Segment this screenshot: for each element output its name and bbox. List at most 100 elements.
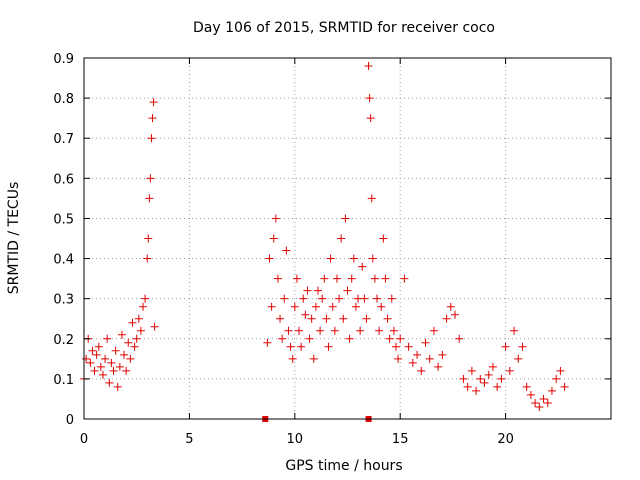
- x-tick-label: 20: [497, 432, 514, 447]
- axis-ticks: 0 5 10 15 20 0 0.1 0.2 0.3 0.4 0.5 0.6 0.7 0.8 0.9: [53, 52, 611, 447]
- data-point: [339, 314, 348, 323]
- data-point: [434, 362, 443, 371]
- data-point: [364, 62, 373, 71]
- data-point: [358, 262, 367, 271]
- chart-title: Day 106 of 2015, SRMTID for receiver coc…: [193, 20, 495, 36]
- data-point: [370, 274, 379, 283]
- y-tick-label: 0.2: [53, 333, 74, 348]
- y-tick-label: 0.5: [53, 212, 74, 227]
- data-point: [297, 342, 306, 351]
- data-point: [96, 362, 105, 371]
- data-marks: [80, 62, 569, 422]
- data-point: [128, 318, 137, 327]
- data-point: [556, 366, 565, 375]
- data-point: [446, 302, 455, 311]
- data-point: [292, 274, 301, 283]
- data-point: [493, 382, 502, 391]
- data-point: [263, 338, 272, 347]
- data-point: [413, 350, 422, 359]
- data-point: [265, 254, 274, 263]
- data-point: [282, 246, 291, 255]
- data-point: [124, 338, 133, 347]
- data-point: [107, 358, 116, 367]
- data-point: [313, 286, 322, 295]
- y-tick-label: 0.6: [53, 172, 74, 187]
- data-point: [368, 254, 377, 263]
- data-point: [404, 342, 413, 351]
- data-point: [139, 302, 148, 311]
- x-tick-label: 0: [80, 432, 88, 447]
- data-point: [299, 294, 308, 303]
- data-point: [396, 334, 405, 343]
- data-point: [535, 402, 544, 411]
- data-point: [307, 314, 316, 323]
- data-point: [385, 334, 394, 343]
- data-point: [463, 382, 472, 391]
- y-tick-label: 0.1: [53, 373, 74, 388]
- data-point: [303, 286, 312, 295]
- data-point: [290, 302, 299, 311]
- data-point: [341, 214, 350, 223]
- data-point: [328, 302, 337, 311]
- data-point: [362, 314, 371, 323]
- data-point: [408, 358, 417, 367]
- x-tick-label: 10: [287, 432, 304, 447]
- data-point: [105, 378, 114, 387]
- plot-frame: [83, 57, 612, 420]
- data-point: [389, 326, 398, 335]
- data-point: [425, 354, 434, 363]
- data-point: [150, 322, 159, 331]
- data-point: [379, 234, 388, 243]
- data-point: [367, 194, 376, 203]
- data-point: [539, 394, 548, 403]
- data-point: [288, 354, 297, 363]
- x-tick-label: 15: [392, 432, 409, 447]
- data-point: [518, 342, 527, 351]
- data-point: [373, 294, 382, 303]
- y-tick-label: 0.4: [53, 253, 74, 268]
- data-point: [366, 114, 375, 123]
- data-point: [451, 310, 460, 319]
- data-point: [276, 314, 285, 323]
- data-point: [347, 274, 356, 283]
- data-point: [365, 94, 374, 103]
- data-point: [136, 326, 145, 335]
- data-point: [326, 254, 335, 263]
- y-tick-label: 0.7: [53, 132, 74, 147]
- data-point: [301, 310, 310, 319]
- data-point: [394, 354, 403, 363]
- data-point: [295, 326, 304, 335]
- data-point: [103, 334, 112, 343]
- data-point: [442, 314, 451, 323]
- data-point: [356, 326, 365, 335]
- data-point: [335, 294, 344, 303]
- data-point: [438, 350, 447, 359]
- data-point: [117, 330, 126, 339]
- data-point: [145, 194, 154, 203]
- data-point: [267, 302, 276, 311]
- data-point: [122, 366, 131, 375]
- data-point: [109, 366, 118, 375]
- y-tick-label: 0.8: [53, 92, 74, 107]
- data-point: [126, 354, 135, 363]
- data-point: [421, 338, 430, 347]
- data-point: [98, 370, 107, 379]
- data-point: [148, 114, 157, 123]
- data-point: [141, 294, 150, 303]
- y-tick-label: 0: [66, 413, 74, 428]
- data-point: [522, 382, 531, 391]
- x-tick-label: 5: [185, 432, 193, 447]
- data-point: [284, 326, 293, 335]
- data-point: [324, 342, 333, 351]
- data-point: [278, 334, 287, 343]
- data-point: [322, 314, 331, 323]
- data-point: [510, 326, 519, 335]
- data-point: [531, 398, 540, 407]
- data-point: [318, 294, 327, 303]
- data-point: [134, 314, 143, 323]
- data-point: [429, 326, 438, 335]
- data-point: [391, 342, 400, 351]
- data-point: [400, 274, 409, 283]
